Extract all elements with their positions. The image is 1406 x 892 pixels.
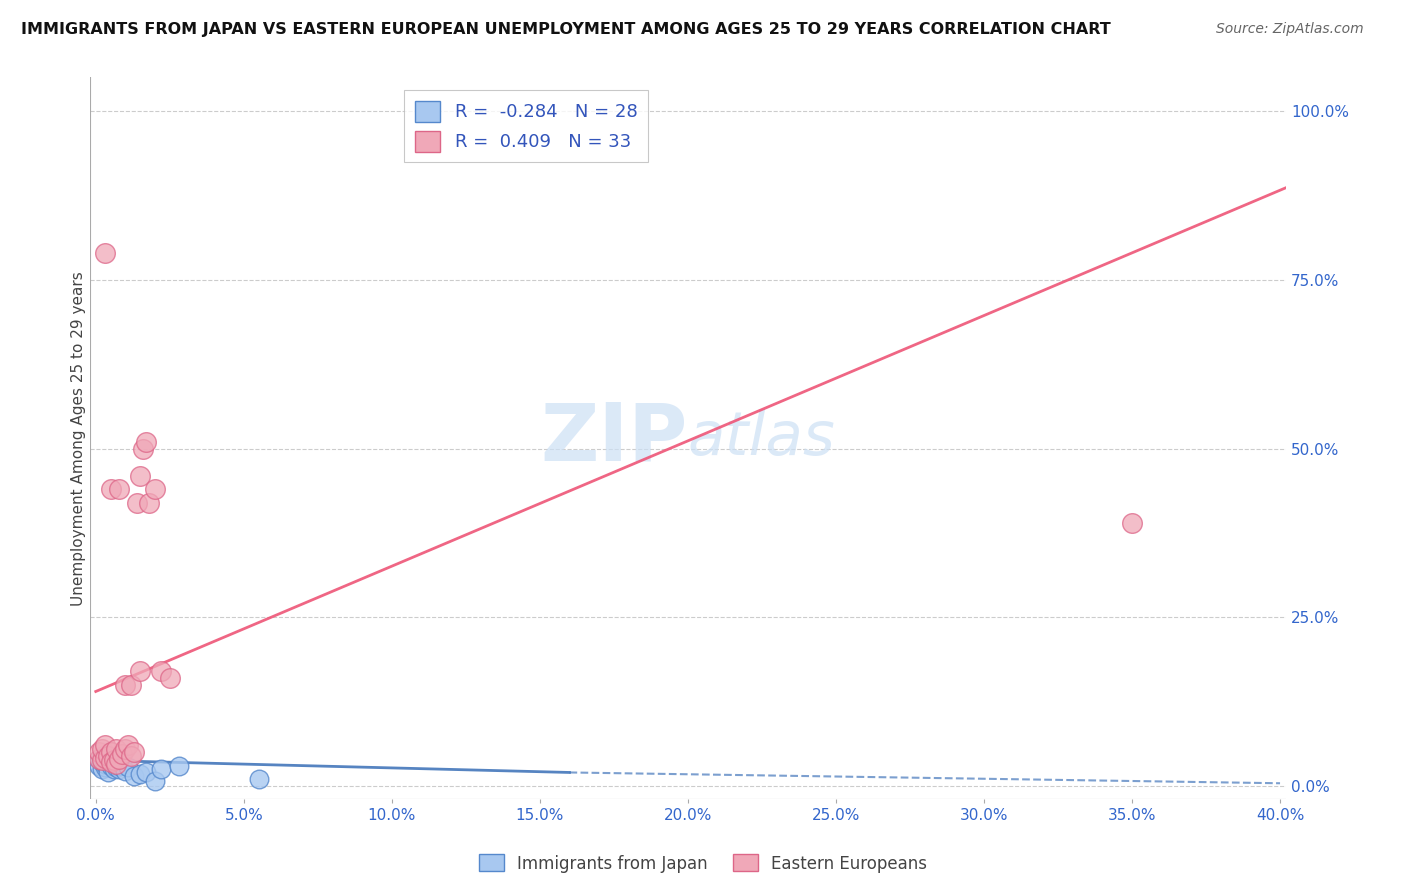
Point xyxy=(93,750,115,764)
Point xyxy=(132,442,155,456)
Point xyxy=(103,753,125,767)
Point xyxy=(143,773,166,788)
Point xyxy=(93,739,115,753)
Point xyxy=(100,753,122,767)
Point xyxy=(97,748,120,763)
Point xyxy=(103,762,125,776)
Text: atlas: atlas xyxy=(688,409,835,468)
Point xyxy=(105,760,128,774)
Point xyxy=(90,756,112,770)
Point xyxy=(117,739,139,753)
Point xyxy=(105,742,128,756)
Point xyxy=(149,762,172,776)
Text: Source: ZipAtlas.com: Source: ZipAtlas.com xyxy=(1216,22,1364,37)
Point xyxy=(97,765,120,780)
Point xyxy=(120,678,142,692)
Point xyxy=(149,665,172,679)
Y-axis label: Unemployment Among Ages 25 to 29 years: Unemployment Among Ages 25 to 29 years xyxy=(72,271,86,606)
Point xyxy=(129,767,152,781)
Point xyxy=(87,752,110,766)
Point xyxy=(159,671,181,685)
Point xyxy=(122,745,145,759)
Point xyxy=(105,757,128,772)
Text: IMMIGRANTS FROM JAPAN VS EASTERN EUROPEAN UNEMPLOYMENT AMONG AGES 25 TO 29 YEARS: IMMIGRANTS FROM JAPAN VS EASTERN EUROPEA… xyxy=(21,22,1111,37)
Point xyxy=(97,756,120,770)
Point xyxy=(135,765,157,780)
Point xyxy=(122,769,145,783)
Point xyxy=(143,482,166,496)
Point xyxy=(247,772,270,787)
Point xyxy=(103,757,125,772)
Point xyxy=(108,758,131,772)
Point xyxy=(90,742,112,756)
Point xyxy=(90,753,112,767)
Point xyxy=(93,246,115,260)
Legend: R =  -0.284   N = 28, R =  0.409   N = 33: R = -0.284 N = 28, R = 0.409 N = 33 xyxy=(405,90,648,162)
Point xyxy=(90,748,112,763)
Point xyxy=(138,495,160,509)
Point xyxy=(108,752,131,766)
Point xyxy=(129,665,152,679)
Point xyxy=(90,762,112,776)
Point xyxy=(114,764,136,778)
Point xyxy=(100,756,122,770)
Point xyxy=(111,757,134,772)
Point xyxy=(93,760,115,774)
Point xyxy=(108,482,131,496)
Point xyxy=(93,752,115,766)
Point xyxy=(111,747,134,761)
Point xyxy=(120,748,142,763)
Point xyxy=(105,756,128,770)
Point xyxy=(100,482,122,496)
Point xyxy=(87,758,110,772)
Text: ZIP: ZIP xyxy=(541,400,688,477)
Point xyxy=(114,678,136,692)
Point xyxy=(108,762,131,776)
Point xyxy=(117,760,139,774)
Point xyxy=(100,758,122,772)
Point xyxy=(87,745,110,759)
Point xyxy=(93,757,115,772)
Point xyxy=(114,742,136,756)
Point xyxy=(167,758,190,772)
Point xyxy=(127,495,149,509)
Point xyxy=(1121,516,1143,530)
Point xyxy=(129,468,152,483)
Legend: Immigrants from Japan, Eastern Europeans: Immigrants from Japan, Eastern Europeans xyxy=(472,847,934,880)
Point xyxy=(135,434,157,449)
Point xyxy=(100,745,122,759)
Point xyxy=(87,752,110,766)
